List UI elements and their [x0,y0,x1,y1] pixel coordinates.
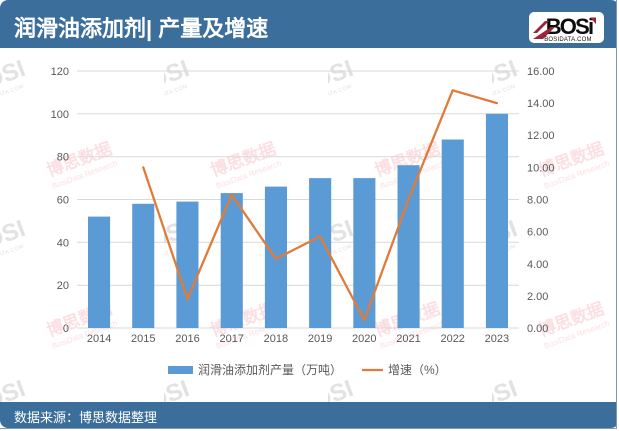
svg-text:2018: 2018 [264,333,288,345]
svg-text:2014: 2014 [87,333,111,345]
svg-text:40: 40 [57,237,69,249]
svg-text:10.00: 10.00 [527,162,555,174]
svg-text:2019: 2019 [308,333,332,345]
svg-text:2.00: 2.00 [527,291,548,303]
svg-text:20: 20 [57,280,69,292]
svg-text:0: 0 [63,323,69,335]
svg-text:8.00: 8.00 [527,195,548,207]
svg-text:16.00: 16.00 [527,66,555,78]
svg-text:BOSi: BOSi [546,14,593,39]
svg-text:100: 100 [51,109,69,121]
svg-text:2016: 2016 [175,333,199,345]
svg-text:2023: 2023 [485,333,509,345]
svg-text:14.00: 14.00 [527,98,555,110]
svg-text:BOSIDATA.COM: BOSIDATA.COM [544,37,592,43]
svg-text:2020: 2020 [352,333,376,345]
svg-text:4.00: 4.00 [527,259,548,271]
svg-text:6.00: 6.00 [527,227,548,239]
svg-text:2021: 2021 [396,333,420,345]
svg-text:60: 60 [57,195,69,207]
svg-text:润滑油添加剂产量（万吨）: 润滑油添加剂产量（万吨） [198,362,342,377]
svg-text:2017: 2017 [219,333,243,345]
svg-text:0.00: 0.00 [527,323,548,335]
svg-text:12.00: 12.00 [527,130,555,142]
svg-text:增速（%）: 增速（%） [388,363,447,377]
svg-text:2022: 2022 [440,333,464,345]
svg-text:80: 80 [57,152,69,164]
svg-text:120: 120 [51,66,69,78]
svg-text:2015: 2015 [131,333,155,345]
